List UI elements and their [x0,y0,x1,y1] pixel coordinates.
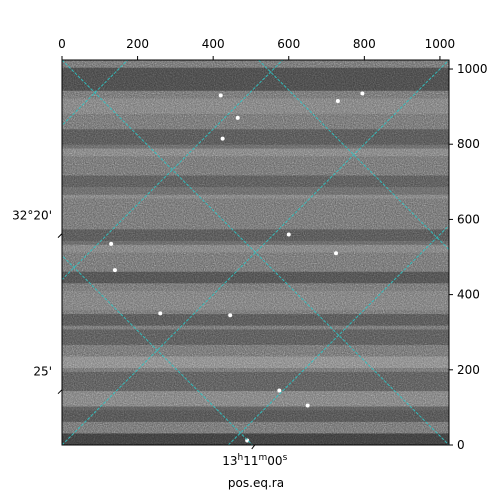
image-panel [61,59,450,446]
image-band [62,391,449,411]
top-pixel-axis: 0 200 400 600 800 1000 [58,37,455,60]
right-tick-label: 0 [457,438,465,452]
image-band [62,144,449,157]
top-tick-label: 800 [353,37,376,51]
grid-line [227,224,449,445]
top-tick-label: 400 [202,37,225,51]
star [109,241,114,246]
star [245,438,250,443]
right-tick-label: 600 [457,212,480,226]
stars-layer [109,91,365,443]
image-band [62,433,449,445]
star [335,98,340,103]
right-tick-label: 200 [457,363,480,377]
top-tick-label: 1000 [425,37,456,51]
dec-tick-label: 32°20' [12,209,52,223]
image-bands [62,67,449,445]
image-band [62,314,449,326]
dec-tick [57,389,63,395]
top-tick-label: 0 [58,37,66,51]
bottom-ra-axis: 13h11m00s [222,444,288,468]
image-band [62,371,449,392]
star [277,388,282,393]
coordinate-grid [62,60,449,445]
image-band [62,356,449,368]
image-band [62,67,449,91]
dec-tick-label: 25' [33,365,52,379]
image-band [62,187,449,199]
image-band [62,271,449,284]
left-dec-axis: 32°20' 25' [12,209,63,395]
right-tick-label: 400 [457,288,480,302]
top-tick-label: 600 [277,37,300,51]
image-band [62,229,449,245]
ra-tick-label: 13h11m00s [222,453,287,468]
right-pixel-axis: 0 200 400 600 800 1000 [449,62,488,452]
grid-line [62,60,449,445]
image-band [62,129,449,149]
x-axis-label: pos.eq.ra [228,476,284,490]
star [158,311,163,316]
top-tick-label: 200 [126,37,149,51]
star [360,91,365,96]
star [286,232,291,237]
grid-line [62,254,253,445]
star [305,403,310,408]
dec-tick [57,233,63,239]
image-band [62,98,449,114]
star [235,115,240,120]
image-band [62,291,449,311]
right-tick-label: 800 [457,137,480,151]
star [228,313,233,318]
star [218,93,223,98]
image-band [62,240,449,253]
star [333,251,338,256]
grid-line [258,60,449,251]
image-band [62,406,449,422]
grid-line [62,60,284,281]
star [220,136,225,141]
image-band [62,329,449,345]
ra-tick [251,444,256,450]
star [112,268,117,273]
right-tick-label: 1000 [457,62,488,76]
image-band [62,175,449,195]
grid-line [62,60,129,127]
image-frame [61,59,450,446]
